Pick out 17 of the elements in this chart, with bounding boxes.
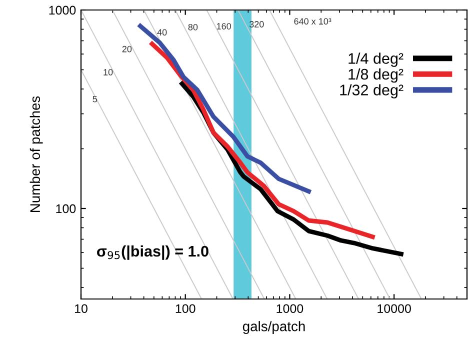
legend-label: 1/32 deg² <box>340 84 404 98</box>
annotation: 160 <box>216 23 231 30</box>
annotation: σ$_{95}$(|bias|) = 1.0 <box>97 245 208 260</box>
x-tick-label: 100 <box>176 304 196 314</box>
annotation: 10 <box>104 69 113 76</box>
annotation: 640 x 10³ <box>294 18 332 25</box>
annotation: 40 <box>157 29 167 36</box>
annotation: 20 <box>122 46 132 52</box>
x-tick-label: 10000 <box>378 304 411 314</box>
x-tick-label: 1000 <box>276 304 304 314</box>
x-axis-title: gals/patch <box>242 321 305 334</box>
legend-label: 1/4 deg² <box>348 52 404 67</box>
y-axis-title: Number of patches <box>30 96 43 212</box>
legend-label: 1/8 deg² <box>348 68 404 83</box>
annotation: 80 <box>188 24 198 30</box>
x-tick-label: 10 <box>75 304 88 314</box>
annotation: 5 <box>92 96 98 102</box>
